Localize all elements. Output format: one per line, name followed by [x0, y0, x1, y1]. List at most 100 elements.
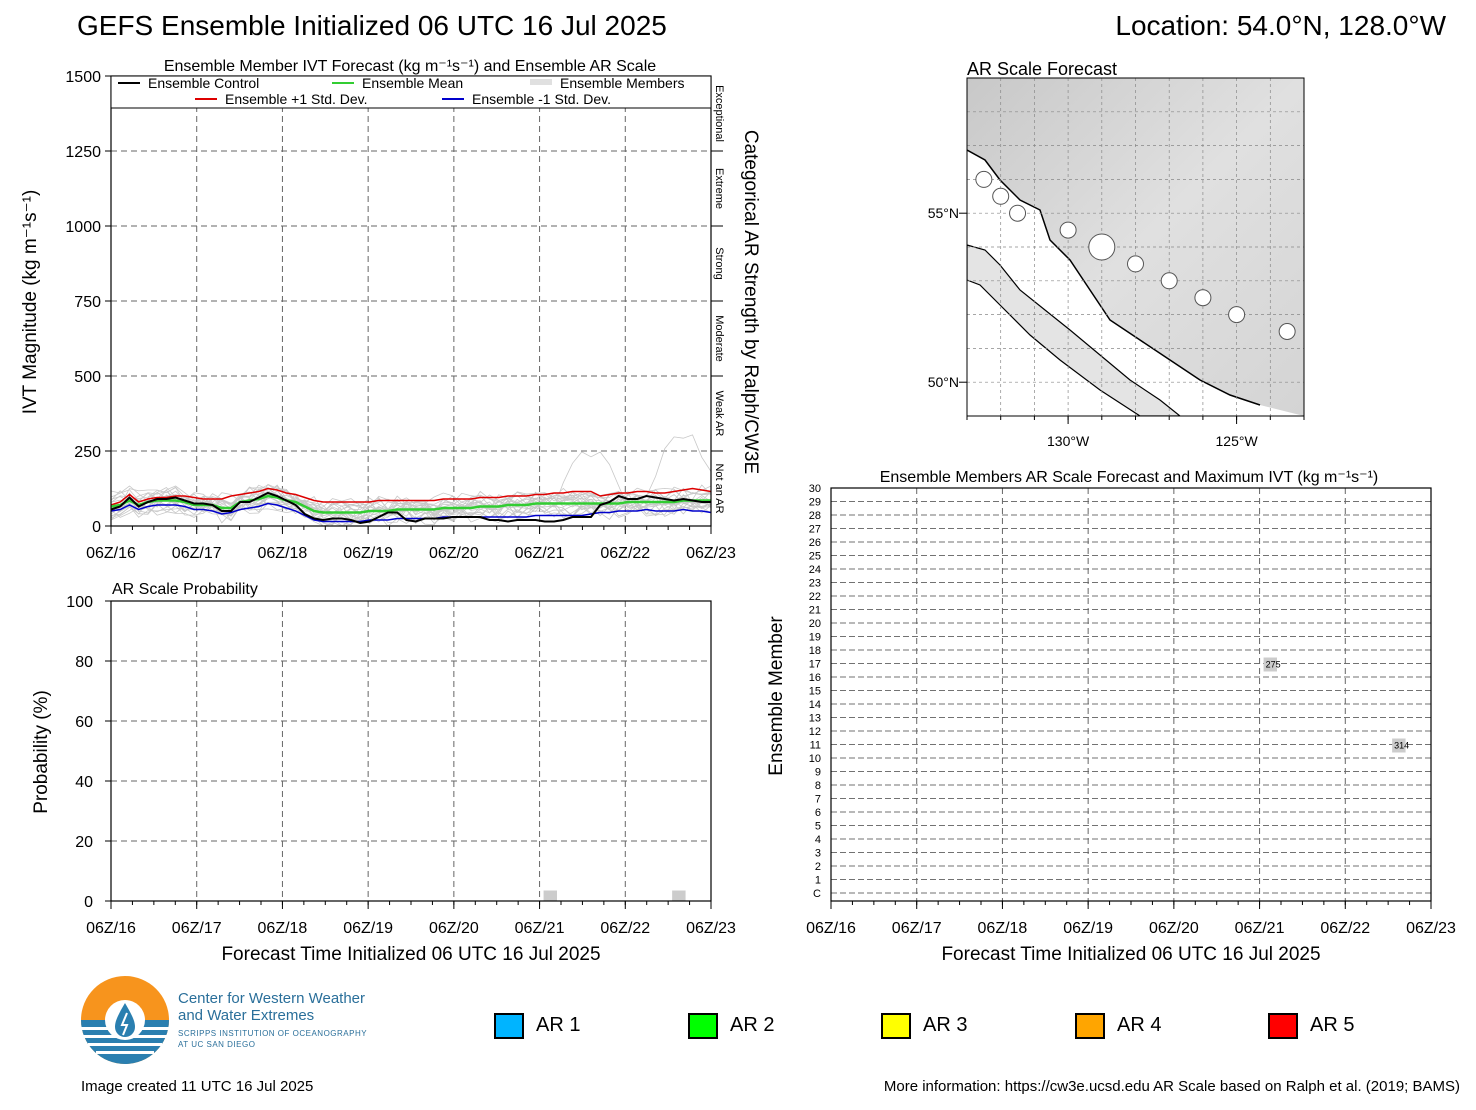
member-x-tick-label: 06Z/22 [1320, 920, 1370, 937]
ar-point [1160, 272, 1178, 290]
series-line-ensemble-control [110, 491, 711, 525]
probability-chart: AR Scale Probability Probability (%) For… [31, 581, 736, 965]
ar-category-label: Exceptional [713, 85, 725, 142]
member-y-tick-label: 12 [809, 726, 821, 738]
member-y-tick-label: 21 [809, 605, 821, 617]
ar-legend-label: AR 2 [730, 1014, 775, 1036]
member-y-tick-label: 17 [809, 659, 821, 671]
ivt-y-tick-label: 500 [74, 369, 101, 386]
series-line-ensemble-1-std-dev- [110, 502, 712, 523]
member-x-tick-label: 06Z/21 [1235, 920, 1285, 937]
member-x-tick-label: 06Z/16 [806, 920, 856, 937]
probability-y-tick-label: 20 [75, 834, 93, 851]
ar-point [1127, 255, 1144, 273]
member-x-tick-label: 06Z/18 [978, 920, 1028, 937]
ivt-chart-title: Ensemble Member IVT Forecast (kg m⁻¹s⁻¹)… [164, 58, 656, 75]
ivt-legend: Ensemble Control Ensemble Mean Ensemble Me… [110, 75, 712, 109]
member-y-tick-label: 24 [809, 564, 821, 576]
probability-x-tick-label: 06Z/23 [686, 920, 736, 937]
cw3e-logo [80, 975, 170, 1065]
member-y-tick-label: 9 [815, 767, 821, 779]
series-line-ensemble-1-std-dev- [110, 487, 712, 506]
members-x-axis-label: Forecast Time Initialized 06 UTC 16 Jul … [941, 944, 1320, 965]
member-y-tick-label: 5 [815, 821, 821, 833]
members-y-axis-label: Ensemble Member [766, 616, 787, 776]
member-max-ivt-label: 275 [1266, 660, 1281, 670]
probability-y-axis-label: Probability (%) [31, 690, 52, 814]
ivt-y-tick-label: 1500 [65, 69, 101, 86]
ar-point [1059, 221, 1077, 239]
ivt-x-tick-label: 06Z/18 [258, 545, 308, 562]
logo-text-line2: and Water Extremes [178, 1007, 315, 1024]
member-y-tick-label: 25 [809, 551, 821, 563]
logo-text-line4: AT UC SAN DIEGO [178, 1040, 256, 1049]
ar-category-label: Moderate [713, 315, 725, 361]
ar-category-label: Strong [713, 247, 725, 279]
member-ar-cell [1263, 657, 1277, 672]
location-label: Location: 54.0°N, 128.0°W [1115, 10, 1446, 41]
ivt-x-tick-label: 06Z/20 [429, 545, 479, 562]
ivt-y-axis-label: IVT Magnitude (kg m⁻¹s⁻¹) [20, 190, 41, 415]
member-y-tick-label: 13 [809, 713, 821, 725]
ar-point [1228, 306, 1246, 324]
ar-category-label: Weak AR [713, 391, 725, 437]
page-title: GEFS Ensemble Initialized 06 UTC 16 Jul … [77, 10, 667, 41]
ivt-legend-item: Ensemble -1 Std. Dev. [472, 91, 611, 107]
ar-legend-swatch [881, 1013, 911, 1039]
member-y-tick-label: 30 [809, 483, 821, 495]
ivt-legend-item: Ensemble Members [560, 75, 685, 91]
ar-point [975, 170, 993, 188]
ar-legend-swatch [688, 1013, 718, 1039]
probability-bar [543, 890, 557, 901]
member-y-tick-label: 15 [809, 686, 821, 698]
member-y-tick-label: 1 [815, 875, 821, 887]
member-y-tick-label: 29 [809, 497, 821, 509]
ar-point [1194, 289, 1212, 307]
member-y-tick-label: 8 [815, 780, 821, 792]
probability-x-tick-label: 06Z/16 [86, 920, 136, 937]
probability-x-tick-label: 06Z/20 [429, 920, 479, 937]
ar-point [992, 187, 1010, 205]
probability-y-tick-label: 100 [66, 594, 93, 611]
ar-point [1088, 233, 1116, 261]
ivt-y-tick-label: 1250 [65, 144, 101, 161]
ar-legend-swatch [1268, 1013, 1298, 1039]
probability-y-tick-label: 80 [75, 654, 93, 671]
ivt-x-tick-label: 06Z/22 [600, 545, 650, 562]
more-info-label: More information: https://cw3e.ucsd.edu … [883, 1078, 1460, 1095]
ivt-y-tick-label: 250 [74, 444, 101, 461]
ivt-legend-item: Ensemble +1 Std. Dev. [225, 91, 368, 107]
member-y-tick-label: 7 [815, 794, 821, 806]
ivt-legend-item: Ensemble Mean [362, 75, 463, 91]
member-y-tick-label: 27 [809, 524, 821, 536]
ivt-x-tick-label: 06Z/17 [172, 545, 222, 562]
ar-legend-swatch [494, 1013, 524, 1039]
ar-category-label: Extreme [713, 168, 725, 209]
member-y-tick-label: 6 [815, 807, 821, 819]
ensemble-member-line [110, 498, 712, 526]
map-lon-label: 125°W [1216, 433, 1259, 449]
ar-scale-map: AR Scale Forecast 130°W 125°W 55°N 50°N [928, 59, 1305, 449]
member-y-tick-label: 3 [815, 848, 821, 860]
member-y-tick-label: 26 [809, 537, 821, 549]
member-y-tick-label: 18 [809, 645, 821, 657]
ivt-y-tick-label: 1000 [65, 219, 101, 236]
ar-legend-label: AR 3 [923, 1014, 968, 1036]
probability-y-tick-label: 60 [75, 714, 93, 731]
member-y-tick-label: 19 [809, 632, 821, 644]
member-y-tick-label: 14 [809, 699, 821, 711]
members-chart-title: Ensemble Members AR Scale Forecast and M… [880, 469, 1379, 486]
member-y-tick-label: 22 [809, 591, 821, 603]
member-y-tick-label: 4 [815, 834, 821, 846]
logo-text-line3: SCRIPPS INSTITUTION OF OCEANOGRAPHY [178, 1029, 368, 1038]
ar-legend-swatch [1075, 1013, 1105, 1039]
coastline [967, 149, 1261, 406]
map-lat-label: 50°N [928, 374, 959, 390]
probability-x-tick-label: 06Z/17 [172, 920, 222, 937]
probability-y-tick-label: 0 [84, 894, 93, 911]
ar-point [1009, 204, 1027, 222]
ivt-y-tick-label: 0 [92, 519, 101, 536]
ivt-x-tick-label: 06Z/23 [686, 545, 736, 562]
ar-legend-label: AR 1 [536, 1014, 581, 1036]
member-ar-cell [1392, 738, 1406, 753]
